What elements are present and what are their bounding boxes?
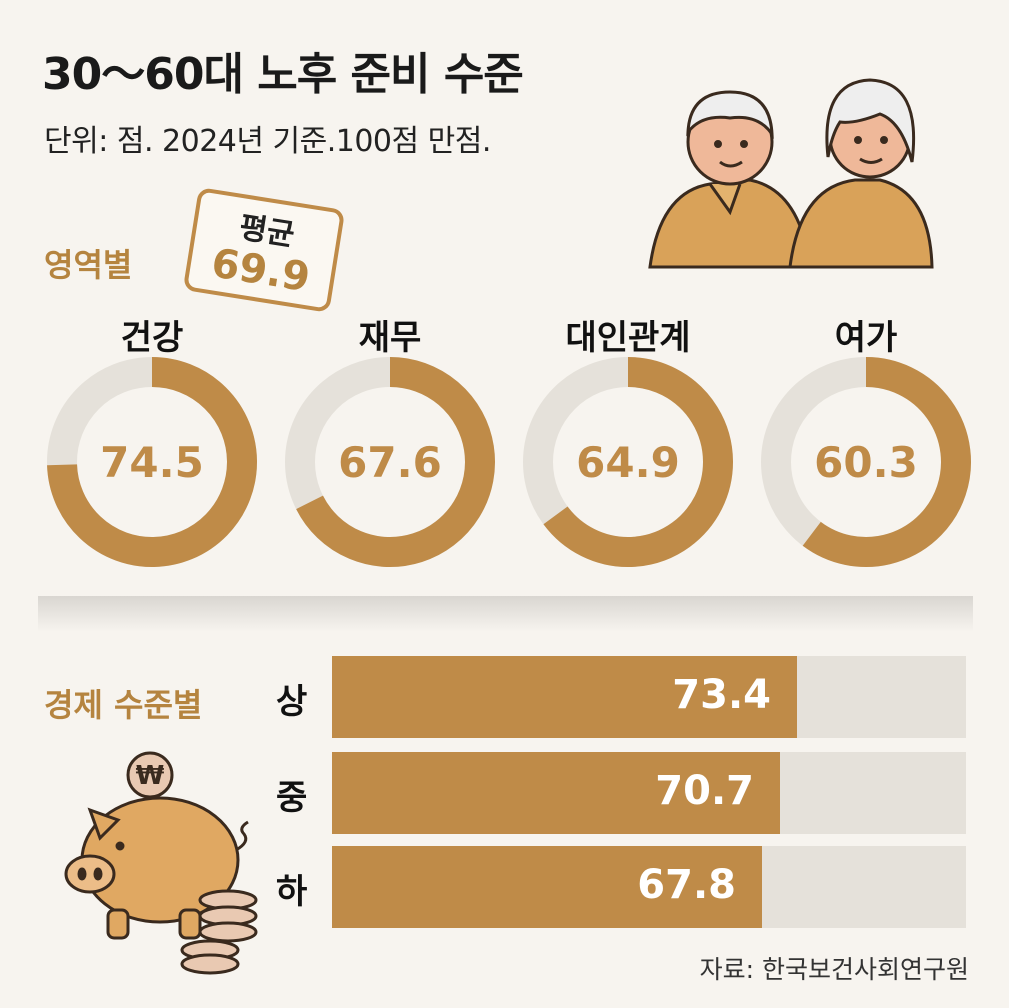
donut-title: 재무	[358, 318, 422, 358]
donut-title: 대인관계	[565, 318, 691, 358]
donut-value-label: 64.9	[576, 438, 680, 487]
donut-value-label: 74.5	[100, 438, 204, 487]
bar-value-label: 67.8	[637, 862, 736, 908]
bar-fill	[332, 656, 797, 738]
source-note: 자료: 한국보건사회연구원	[699, 955, 969, 984]
bar-category-label: 하	[276, 872, 308, 912]
bar-track: 70.7	[332, 752, 966, 834]
donut-value-arc	[543, 357, 733, 567]
donut-value-arc	[802, 357, 971, 567]
bar-value-label: 70.7	[655, 768, 754, 814]
donut-value-arc	[296, 357, 495, 567]
domain-donut-charts: 74.5 67.6 64.9 60.3	[47, 357, 971, 567]
donut-title: 여가	[834, 318, 898, 358]
bar-value-label: 73.4	[672, 672, 771, 718]
piggy-bank-illustration: ₩	[64, 751, 258, 975]
bar-category-label: 중	[276, 778, 308, 818]
bar-fill	[332, 752, 780, 834]
donut-title: 건강	[120, 318, 184, 358]
domain-section-label: 영역별	[44, 246, 133, 284]
bar-fill	[332, 846, 762, 928]
economy-section-label: 경제 수준별	[44, 686, 203, 724]
elderly-couple-illustration	[648, 78, 934, 269]
donut-value-label: 67.6	[338, 438, 442, 487]
page-subtitle: 단위: 점. 2024년 기준.100점 만점.	[44, 124, 491, 159]
donut-value-arc	[47, 357, 257, 567]
section-divider	[38, 596, 973, 632]
bar-track: 73.4	[332, 656, 966, 738]
page-title: 30～60대 노후 준비 수준	[42, 49, 524, 100]
svg-text:₩: ₩	[136, 761, 165, 791]
bar-category-label: 상	[276, 682, 308, 722]
bar-track: 67.8	[332, 846, 966, 928]
donut-value-label: 60.3	[814, 438, 918, 487]
